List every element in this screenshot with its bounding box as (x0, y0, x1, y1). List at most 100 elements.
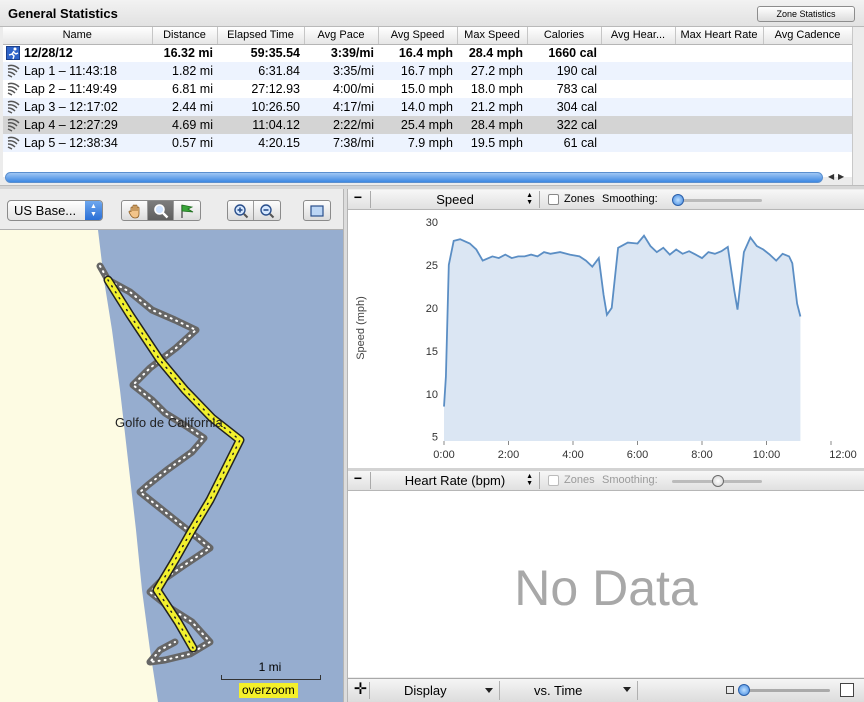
x-tick-label: 12:00 (829, 449, 857, 461)
table-row[interactable]: Lap 3 – 12:17:02 2.44 mi 10:26.50 4:17/m… (3, 98, 852, 116)
water-region (98, 230, 343, 702)
empty-cell (763, 44, 852, 62)
fit-map-button[interactable] (304, 201, 330, 220)
graph-zoom-knob[interactable] (738, 684, 750, 696)
zones-checkbox[interactable] (548, 194, 559, 205)
x-tick-label: 8:00 (691, 449, 712, 461)
table-row[interactable]: Lap 2 – 11:49:49 6.81 mi 27:12.93 4:00/m… (3, 80, 852, 98)
vertical-splitter[interactable] (343, 189, 348, 702)
empty-cell (601, 116, 675, 134)
x-tick-label: 6:00 (627, 449, 648, 461)
calories-cell: 190 cal (527, 62, 601, 80)
row-name: Lap 2 – 11:49:49 (24, 82, 117, 96)
add-graph-button[interactable]: ✛ (352, 682, 370, 699)
smoothing-slider[interactable] (672, 194, 762, 206)
elapsed-cell: 4:20.15 (217, 134, 304, 152)
empty-cell (601, 134, 675, 152)
empty-cell (601, 62, 675, 80)
remove-graph-button[interactable]: − (353, 470, 363, 486)
zones-checkbox[interactable] (548, 475, 559, 486)
column-header[interactable]: Max Speed (457, 27, 528, 45)
smoothing-slider-knob[interactable] (672, 194, 684, 206)
table-row[interactable]: 12/28/12 16.32 mi 59:35.54 3:39/mi 16.4 … (3, 44, 852, 62)
flag-tool-button[interactable] (174, 201, 200, 220)
flag-icon (181, 204, 194, 218)
pace-cell: 3:39/mi (330, 46, 374, 61)
max-speed-cell: 28.4 mph (468, 46, 523, 61)
remove-graph-button[interactable]: − (353, 189, 363, 205)
map-mode-tools (121, 200, 201, 221)
hand-tool-button[interactable] (122, 201, 148, 220)
speed-measure-select[interactable]: Speed ▲ ▼ (370, 191, 540, 208)
speed-graph[interactable]: 5 10 15 20 25 30 0:00 2:00 4:00 6:00 8:00 10:00 12:… (348, 210, 864, 468)
column-header[interactable]: Max Heart Rate (675, 27, 764, 45)
zoom-tool-button[interactable] (148, 201, 174, 220)
zoom-small-icon (726, 686, 734, 694)
graph-splitter[interactable] (348, 468, 864, 471)
display-select-value: Display (404, 683, 447, 698)
pace-cell: 2:22/mi (304, 116, 378, 134)
y-tick-label: 30 (426, 217, 438, 229)
speed-measure-value: Speed (436, 192, 474, 207)
column-header[interactable]: Calories (527, 27, 602, 45)
display-select[interactable]: Display (374, 681, 500, 700)
empty-cell (675, 116, 763, 134)
map-scale-bar (221, 675, 321, 680)
zone-statistics-button[interactable]: Zone Statistics (757, 6, 855, 22)
speed-line (443, 234, 802, 407)
horizontal-scrollbar[interactable] (5, 172, 823, 183)
scroll-left-arrow-icon[interactable]: ◀ (828, 172, 835, 181)
empty-cell (675, 134, 763, 152)
map-toolbar: US Base... ▲ ▼ (0, 189, 343, 230)
speed-chart: 5 10 15 20 25 30 0:00 2:00 4:00 6:00 8:00 10:00 12:… (355, 217, 857, 461)
speed-graph-toolbar: − Speed ▲ ▼ Zones Smoothing: (348, 190, 864, 210)
smoothing-label: Smoothing: (602, 474, 658, 486)
stats-header: General Statistics Zone Statistics (0, 0, 864, 27)
distance-cell: 1.82 mi (152, 62, 217, 80)
map-type-select[interactable]: US Base... ▲ ▼ (7, 200, 103, 221)
column-header[interactable]: Avg Pace (304, 27, 379, 45)
zoom-out-button[interactable] (254, 201, 280, 220)
distance-cell: 0.57 mi (152, 134, 217, 152)
hr-measure-select[interactable]: Heart Rate (bpm) ▲ ▼ (370, 472, 540, 489)
table-row[interactable]: Lap 5 – 12:38:34 0.57 mi 4:20.15 7:38/mi… (3, 134, 852, 152)
smoothing-slider-knob[interactable] (712, 475, 724, 487)
calories-cell: 783 cal (556, 82, 597, 96)
hr-graph-toolbar: − Heart Rate (bpm) ▲ ▼ Zones Smoothing: (348, 471, 864, 491)
empty-cell (675, 44, 763, 62)
calories-cell: 322 cal (527, 116, 601, 134)
scroll-right-arrow-icon[interactable]: ▶ (838, 172, 845, 181)
column-header[interactable]: Distance (152, 27, 218, 45)
distance-cell: 6.81 mi (172, 82, 213, 96)
zoom-in-icon (233, 203, 248, 218)
column-header[interactable]: Avg Hear... (601, 27, 676, 45)
empty-cell (763, 62, 852, 80)
column-header[interactable]: Avg Cadence (763, 27, 852, 45)
heart-rate-graph[interactable]: No Data (348, 491, 864, 677)
table-row-selected[interactable]: Lap 4 – 12:27:29 4.69 mi 11:04.12 2:22/m… (3, 116, 852, 134)
empty-cell (601, 98, 675, 116)
smoothing-slider[interactable] (672, 475, 762, 487)
lap-icon (6, 100, 21, 114)
select-arrows-icon (623, 687, 631, 692)
column-header[interactable]: Name (3, 27, 153, 45)
row-name: Lap 5 – 12:38:34 (24, 136, 118, 150)
y-tick-label: 10 (426, 389, 438, 401)
map-view[interactable]: Golfo de California 1 mi overzoom (0, 230, 343, 702)
graph-zoom-slider[interactable] (738, 684, 830, 696)
empty-cell (601, 80, 675, 98)
column-header[interactable]: Elapsed Time (217, 27, 305, 45)
runner-icon (6, 46, 21, 61)
table-row[interactable]: Lap 1 – 11:43:18 1.82 mi 6:31.84 3:35/mi… (3, 62, 852, 80)
avg-speed-cell: 16.7 mph (378, 62, 457, 80)
column-header[interactable]: Avg Speed (378, 27, 458, 45)
x-axis: 0:00 2:00 4:00 6:00 8:00 10:00 12:00 (433, 441, 857, 461)
vs-time-select[interactable]: vs. Time (504, 681, 638, 700)
no-data-message: No Data (514, 560, 698, 616)
zoom-in-button[interactable] (228, 201, 254, 220)
horizontal-splitter[interactable] (0, 185, 864, 189)
vertical-scroll-gutter[interactable] (852, 27, 864, 187)
empty-cell (763, 98, 852, 116)
lap-icon (6, 118, 21, 132)
max-speed-cell: 28.4 mph (457, 116, 527, 134)
